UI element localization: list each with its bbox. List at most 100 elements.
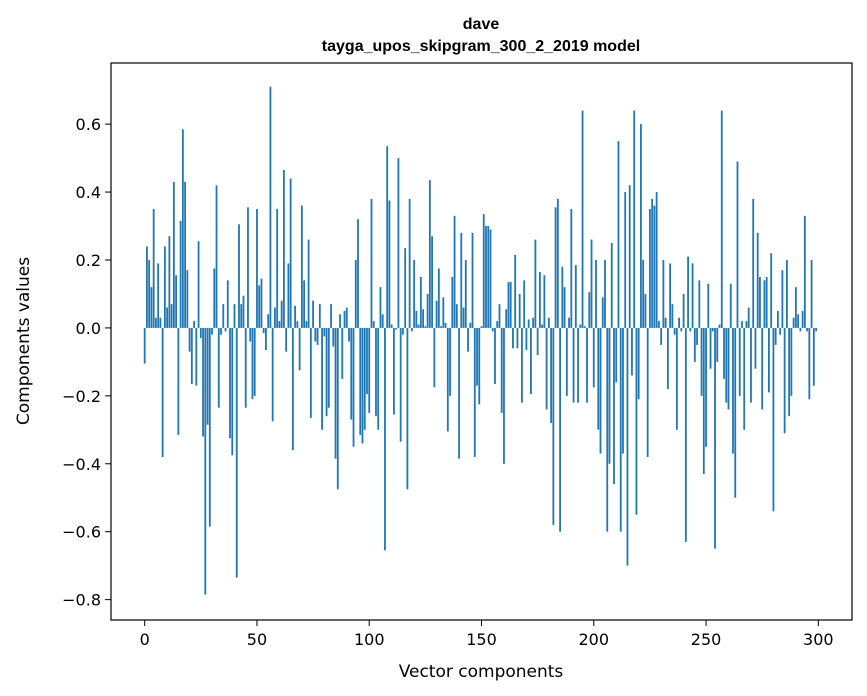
bar-223	[644, 293, 647, 328]
bar-0	[143, 327, 146, 364]
bar-119	[410, 327, 413, 332]
x-tick-label: 50	[247, 630, 267, 649]
bar-120	[413, 259, 416, 328]
bar-219	[635, 327, 638, 515]
bar-11	[168, 236, 171, 328]
bar-249	[702, 327, 705, 474]
x-tick-label: 250	[691, 630, 722, 649]
bar-292	[799, 327, 802, 332]
bar-184	[556, 198, 559, 328]
bar-135	[446, 327, 449, 432]
bar-258	[723, 327, 725, 379]
bar-247	[698, 280, 701, 328]
x-axis-label: Vector components	[399, 662, 564, 682]
bar-161	[505, 309, 508, 328]
bar-146	[471, 232, 474, 328]
bar-79	[321, 327, 323, 430]
bar-17	[181, 129, 184, 328]
bar-69	[298, 327, 301, 371]
bar-55	[267, 314, 270, 328]
bar-237	[675, 327, 678, 430]
y-tick-label: 0.6	[76, 115, 101, 134]
bar-143	[464, 259, 467, 328]
bar-267	[743, 327, 746, 430]
bar-83	[330, 304, 332, 328]
bar-113	[397, 158, 400, 328]
bar-44	[242, 295, 245, 328]
bar-263	[734, 327, 737, 498]
bar-200	[592, 327, 595, 388]
bar-118	[408, 198, 411, 328]
bar-9	[163, 246, 166, 328]
bar-71	[303, 280, 306, 328]
chart-title-line2: tayga_upos_skipgram_300_2_2019 model	[322, 38, 640, 55]
x-ticks-group: 0 50 100 150 200 250 300	[140, 620, 834, 649]
bar-252	[709, 327, 712, 369]
bar-288	[790, 327, 793, 396]
bar-279	[770, 253, 773, 328]
bar-253	[711, 327, 714, 332]
bar-46	[247, 207, 249, 328]
y-tick-label: −0.6	[62, 523, 101, 542]
bar-278	[768, 327, 770, 393]
bar-209	[613, 327, 615, 485]
bar-169	[523, 280, 526, 328]
bar-261	[729, 283, 732, 328]
bar-296	[808, 327, 811, 400]
bar-29	[208, 327, 211, 527]
bar-98	[363, 327, 366, 430]
bar-8	[161, 327, 164, 457]
bar-87	[339, 314, 341, 328]
bar-289	[792, 317, 795, 328]
bar-171	[527, 319, 530, 328]
y-tick-label: 0.2	[76, 251, 101, 270]
bar-18	[184, 181, 186, 328]
bar-23	[195, 327, 198, 386]
bar-195	[581, 110, 584, 328]
bar-181	[550, 327, 553, 424]
bar-45	[244, 327, 247, 408]
bar-238	[678, 317, 680, 328]
bar-273	[756, 232, 759, 328]
bar-82	[327, 327, 330, 408]
bar-80	[323, 327, 326, 337]
bar-129	[433, 327, 436, 388]
bar-239	[680, 327, 683, 332]
bar-234	[669, 263, 672, 328]
bar-31	[213, 268, 216, 328]
bar-115	[402, 327, 404, 335]
bar-259	[725, 327, 728, 403]
bar-156	[494, 327, 496, 384]
bar-12	[170, 304, 173, 328]
bar-173	[532, 317, 535, 328]
bar-99	[366, 327, 368, 395]
bar-182	[552, 327, 555, 525]
bar-257	[720, 110, 723, 328]
bar-220	[637, 327, 640, 400]
bar-299	[815, 327, 817, 332]
bar-85	[334, 327, 337, 459]
bar-145	[469, 322, 472, 328]
y-tick-label: −0.2	[62, 387, 101, 406]
bar-187	[563, 287, 566, 328]
bar-141	[460, 232, 463, 328]
bar-7	[159, 317, 162, 328]
y-tick-label: 0.0	[76, 319, 101, 338]
bar-243	[689, 327, 692, 332]
bar-241	[684, 327, 687, 542]
bar-151	[482, 214, 485, 328]
bar-155	[491, 327, 494, 332]
bar-3	[150, 287, 153, 328]
bar-14	[175, 275, 178, 328]
bar-65	[289, 178, 292, 328]
bar-167	[518, 293, 521, 328]
bar-166	[516, 327, 519, 349]
bar-75	[312, 300, 314, 328]
chart-title-line1: dave	[463, 16, 500, 33]
bar-40	[233, 304, 236, 328]
bar-104	[377, 327, 380, 430]
bar-36	[224, 327, 227, 332]
bar-216	[628, 185, 631, 328]
bar-272	[754, 327, 757, 369]
